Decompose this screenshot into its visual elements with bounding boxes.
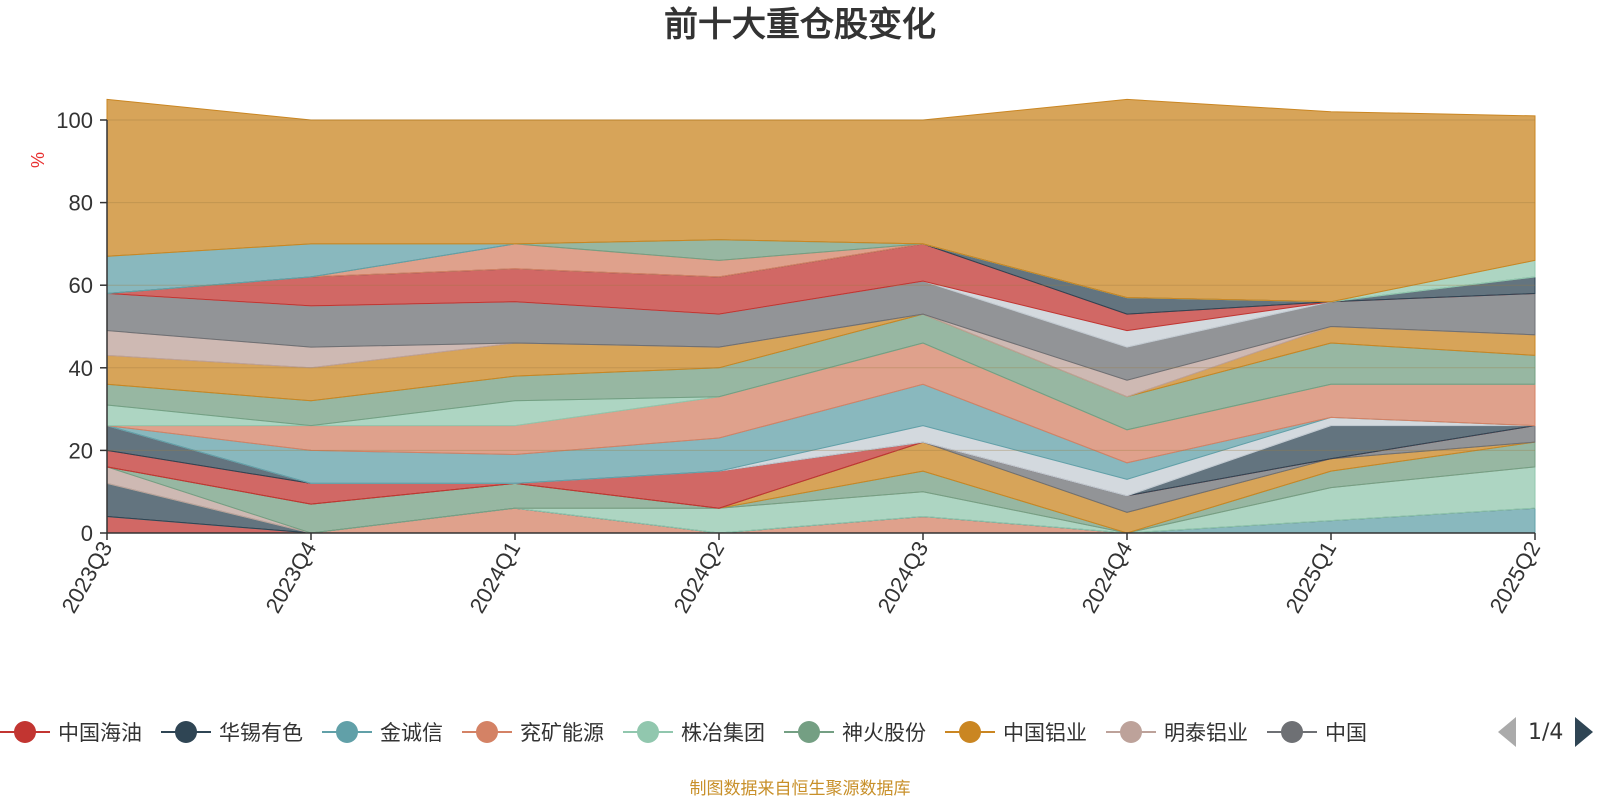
legend-swatch-icon [322,717,372,747]
legend-item[interactable]: 株冶集团 [623,712,765,752]
x-tick-label: 2023Q4 [261,537,322,617]
legend-label: 中国海油 [58,721,142,745]
y-tick-label: 40 [69,356,93,381]
y-tick-label: 80 [69,191,93,216]
legend-item[interactable]: 兖矿能源 [462,712,604,752]
legend-label: 明泰铝业 [1164,721,1248,745]
legend-swatch-icon [161,717,211,747]
legend-swatch-icon [623,717,673,747]
stacked-area-chart: 0 20 40 60 80 100 2023Q3 2023Q4 2024Q1 2024Q2 2024… [28,98,1546,617]
source-note: 制图数据来自恒生聚源数据库 [689,779,911,799]
chart-title: 前十大重仓股变化 [664,5,936,45]
y-tick-label: 100 [56,108,93,133]
x-tick-label: 2025Q1 [1281,537,1342,617]
y-tick-label: 60 [69,273,93,298]
legend-item[interactable]: 华锡有色 [161,712,303,752]
y-tick-label: 20 [69,438,93,463]
area-layer-26 [106,98,1536,303]
x-tick-label: 2024Q3 [873,537,934,617]
legend-label: 中国铝业 [1003,721,1087,745]
y-axis-label: % [28,152,48,168]
legend-swatch-icon [0,717,50,747]
legend-label: 兖矿能源 [520,721,604,745]
legend-label: 华锡有色 [219,721,303,745]
x-tick-label: 2023Q3 [57,537,118,617]
legend-item[interactable]: 明泰铝业 [1106,712,1248,752]
legend-item[interactable]: 中国海油 [0,712,142,752]
legend-label: 中国 [1325,721,1367,745]
x-tick-label: 2025Q2 [1485,537,1546,617]
legend-next-icon[interactable] [1575,717,1594,747]
x-tick-label: 2024Q1 [465,537,526,617]
legend-swatch-icon [1267,717,1317,747]
legend-pager: 1/4 [1498,712,1594,752]
legend-prev-icon[interactable] [1498,717,1516,747]
legend-label: 神火股份 [842,721,926,745]
legend: 中国海油 华锡有色 金诚信 兖矿能源 株冶集团 神火股份 中国铝业 明泰铝业 中国 [0,712,1468,752]
legend-swatch-icon [784,717,834,747]
legend-item[interactable]: 中国 [1267,712,1367,752]
legend-label: 株冶集团 [681,721,765,745]
grid-lines [107,119,1535,451]
area-layers [106,98,1536,534]
legend-swatch-icon [1106,717,1156,747]
legend-item[interactable]: 中国铝业 [945,712,1087,752]
y-tick-label: 0 [81,521,93,546]
legend-item[interactable]: 金诚信 [322,712,443,752]
legend-swatch-icon [462,717,512,747]
legend-page-indicator: 1/4 [1528,719,1564,745]
x-tick-label: 2024Q2 [669,537,730,617]
legend-swatch-icon [945,717,995,747]
legend-label: 金诚信 [380,721,443,745]
legend-item[interactable]: 神火股份 [784,712,926,752]
x-tick-label: 2024Q4 [1077,537,1138,617]
